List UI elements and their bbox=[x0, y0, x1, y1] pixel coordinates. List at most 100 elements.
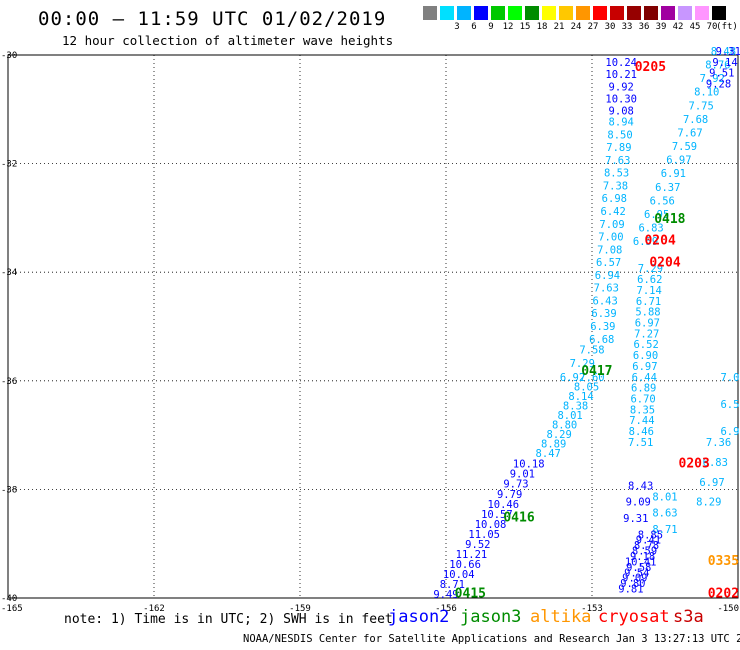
legend-label: 39 bbox=[655, 22, 667, 32]
wave-height-value: 9.31 bbox=[623, 513, 648, 525]
wave-height-value: 9.31 bbox=[716, 46, 740, 58]
wave-height-value: 6.95 bbox=[644, 209, 669, 221]
wave-height-value: 6.97 bbox=[666, 155, 691, 167]
wave-height-value: 5.88 bbox=[635, 307, 660, 319]
legend-label: 27 bbox=[587, 22, 599, 32]
wave-height-value: 6.83 bbox=[638, 222, 663, 234]
legend-swatch bbox=[610, 6, 624, 20]
wave-height-value: 8.76 bbox=[705, 60, 730, 72]
legend-swatch bbox=[491, 6, 505, 20]
wave-height-value: 8.50 bbox=[607, 129, 632, 141]
wave-height-value: 6.83 bbox=[703, 457, 728, 469]
wave-height-value: 6.52 bbox=[633, 339, 658, 351]
wave-height-value: 10.24 bbox=[605, 57, 637, 69]
legend-swatch bbox=[474, 6, 488, 20]
pass-time-label: 0416 bbox=[503, 511, 534, 526]
pass-time-label: 0335 bbox=[708, 554, 739, 569]
satellite-name-jason2: jason2 bbox=[388, 607, 450, 627]
wave-height-value: 7.00 bbox=[598, 232, 623, 244]
wave-height-value: 8.89 bbox=[541, 438, 566, 450]
wave-height-value: 6.92 bbox=[560, 372, 585, 384]
wave-height-value: 6.44 bbox=[632, 372, 657, 384]
wave-height-value: 11.05 bbox=[468, 529, 500, 541]
wave-height-value: 8.48 bbox=[711, 46, 736, 58]
lat-tick-label: -40 bbox=[1, 594, 17, 604]
legend-label: 18 bbox=[536, 22, 548, 32]
legend-swatch bbox=[423, 6, 437, 20]
legend-unit: (ft) bbox=[716, 22, 738, 32]
legend-label: 15 bbox=[519, 22, 531, 32]
wave-height-value: 6.91 bbox=[661, 168, 686, 180]
wave-height-value: 8.78 bbox=[634, 540, 659, 552]
lon-tick-label: -150 bbox=[717, 604, 739, 614]
wave-height-value: 6.57 bbox=[596, 257, 621, 269]
wave-height-value: 7.89 bbox=[606, 142, 631, 154]
legend-label: 9 bbox=[488, 22, 494, 32]
wave-height-value: 8.35 bbox=[630, 404, 655, 416]
wave-height-value: 9.08 bbox=[609, 106, 634, 118]
wave-height-value: 7.27 bbox=[634, 328, 659, 340]
wave-height-value: 7.36 bbox=[706, 437, 731, 449]
wave-height-value: 7.67 bbox=[677, 127, 702, 139]
legend-label: 42 bbox=[672, 22, 684, 32]
wave-height-value: 6.39 bbox=[591, 308, 616, 320]
legend-swatch bbox=[593, 6, 607, 20]
wave-height-value: 7.58 bbox=[579, 345, 604, 357]
wave-height-value: 7.92 bbox=[700, 73, 725, 85]
wave-height-value: 8.94 bbox=[609, 117, 634, 129]
wave-height-value: 10.41 bbox=[625, 556, 657, 568]
legend-label: 12 bbox=[502, 22, 514, 32]
pass-time-label: 0205 bbox=[635, 60, 666, 75]
satellite-name-s3a: s3a bbox=[673, 607, 704, 627]
legend-swatch bbox=[542, 6, 556, 20]
wave-height-value: 7.51 bbox=[628, 437, 653, 449]
legend-label: 21 bbox=[553, 22, 565, 32]
wave-height-value: 10.21 bbox=[605, 69, 637, 81]
legend-swatch bbox=[661, 6, 675, 20]
wave-height-value: 6.54 bbox=[720, 399, 740, 411]
wave-height-value: 7.44 bbox=[629, 415, 654, 427]
wave-height-value: 7.38 bbox=[603, 180, 628, 192]
page-subtitle: 12 hour collection of altimeter wave hei… bbox=[62, 33, 394, 48]
wave-height-value: 7.75 bbox=[689, 100, 714, 112]
legend-label: 30 bbox=[604, 22, 616, 32]
wave-height-value: 10.46 bbox=[487, 499, 519, 511]
legend-swatch bbox=[559, 6, 573, 20]
wave-height-value: 6.97 bbox=[635, 318, 660, 330]
wave-height-value: 6.89 bbox=[631, 383, 656, 395]
wave-height-value: 7.59 bbox=[672, 141, 697, 153]
lon-tick-label: -162 bbox=[143, 604, 165, 614]
satellite-name-cryosat: cryosat bbox=[598, 607, 670, 627]
legend-swatch bbox=[457, 6, 471, 20]
wave-height-value: 10.66 bbox=[449, 559, 481, 571]
wave-height-value: 9.73 bbox=[503, 479, 528, 491]
wave-height-value: 10.30 bbox=[605, 94, 637, 106]
wave-height-value: 8.05 bbox=[574, 381, 599, 393]
wave-height-value: 7.63 bbox=[605, 155, 630, 167]
wave-height-value: 9.49 bbox=[433, 589, 458, 601]
legend-swatch bbox=[695, 6, 709, 20]
pass-time-label: 0202 bbox=[708, 587, 739, 602]
legend-label: 6 bbox=[471, 22, 477, 32]
wave-height-value: 9.14 bbox=[712, 57, 737, 69]
legend-label: 36 bbox=[638, 22, 650, 32]
legend-swatch bbox=[508, 6, 522, 20]
wave-height-value: 7.60 bbox=[579, 372, 604, 384]
pass-time-label: 0204 bbox=[649, 255, 680, 270]
wave-height-value: 11.21 bbox=[456, 549, 488, 561]
wave-height-value: 6.94 bbox=[595, 270, 620, 282]
wave-height-value: 6.42 bbox=[601, 206, 626, 218]
wave-height-value: 9.92 bbox=[609, 81, 634, 93]
wave-height-value: 6.43 bbox=[593, 295, 618, 307]
legend-label: 45 bbox=[689, 22, 701, 32]
wave-height-value: 9.54 bbox=[624, 567, 649, 579]
wave-height-value: 8.43 bbox=[628, 480, 653, 492]
wave-height-value: 8.14 bbox=[568, 391, 593, 403]
wave-height-value: 10.57 bbox=[481, 509, 513, 521]
wave-height-value: 9.81 bbox=[618, 584, 643, 596]
wave-height-value: 9.58 bbox=[626, 562, 651, 574]
wave-height-value: 6.71 bbox=[636, 296, 661, 308]
pass-time-label: 0418 bbox=[654, 212, 685, 227]
satellite-name-jason3: jason3 bbox=[460, 607, 522, 627]
satellite-name-altika: altika bbox=[530, 607, 592, 627]
